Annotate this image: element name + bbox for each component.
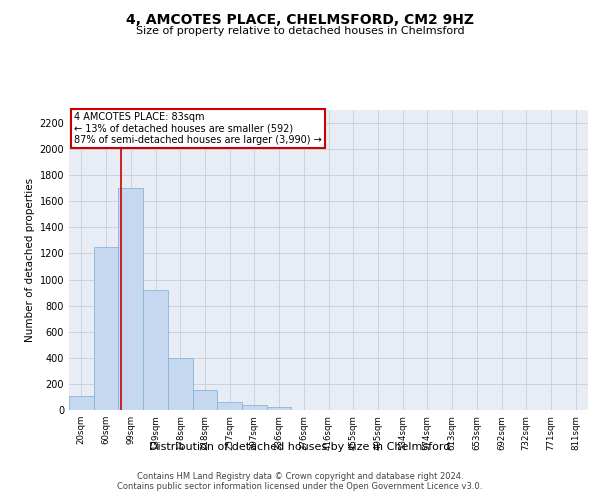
Text: Distribution of detached houses by size in Chelmsford: Distribution of detached houses by size … xyxy=(149,442,451,452)
Bar xyxy=(193,390,217,410)
Bar xyxy=(217,402,242,410)
Bar xyxy=(267,406,292,410)
Text: Size of property relative to detached houses in Chelmsford: Size of property relative to detached ho… xyxy=(136,26,464,36)
Bar xyxy=(242,406,267,410)
Bar xyxy=(118,188,143,410)
Bar xyxy=(143,290,168,410)
Text: 4 AMCOTES PLACE: 83sqm
← 13% of detached houses are smaller (592)
87% of semi-de: 4 AMCOTES PLACE: 83sqm ← 13% of detached… xyxy=(74,112,322,144)
Bar xyxy=(94,247,118,410)
Bar xyxy=(69,396,94,410)
Text: Contains HM Land Registry data © Crown copyright and database right 2024.
Contai: Contains HM Land Registry data © Crown c… xyxy=(118,472,482,491)
Bar xyxy=(168,358,193,410)
Text: 4, AMCOTES PLACE, CHELMSFORD, CM2 9HZ: 4, AMCOTES PLACE, CHELMSFORD, CM2 9HZ xyxy=(126,12,474,26)
Y-axis label: Number of detached properties: Number of detached properties xyxy=(25,178,35,342)
